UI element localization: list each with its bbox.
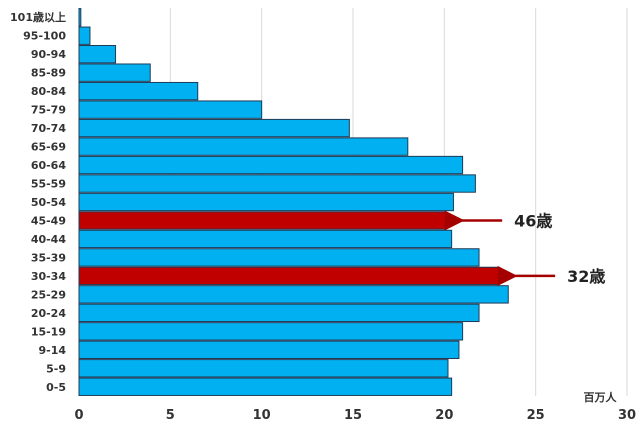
category-label-80-84: 80-84 xyxy=(31,85,67,98)
bar-9-14 xyxy=(78,340,460,359)
bar-70-74 xyxy=(78,118,350,138)
bar-20-24 xyxy=(78,303,480,323)
category-label-90-94: 90-94 xyxy=(31,48,67,61)
bar-65-69 xyxy=(78,137,409,156)
x-unit-label: 百万人 xyxy=(584,390,618,404)
bar-90-94 xyxy=(78,45,117,64)
category-label-75-79: 75-79 xyxy=(31,104,66,117)
category-labels: 101歳以上 95-100 90-94 85-89 80-84 75-79 70-74 65-… xyxy=(10,10,66,394)
annotations: 46歳 32歳 xyxy=(444,210,605,286)
x-tick-30: 30 xyxy=(618,408,636,423)
x-tick-5: 5 xyxy=(166,408,175,423)
bar-5-9 xyxy=(78,359,449,378)
category-label-55-59: 55-59 xyxy=(31,178,66,191)
bar-40-44 xyxy=(78,229,453,249)
category-label-40-44: 40-44 xyxy=(31,233,67,246)
annotation-label-30-34: 32歳 xyxy=(567,267,605,286)
category-label-85-89: 85-89 xyxy=(31,67,66,80)
category-label-0-5: 0-5 xyxy=(46,381,66,394)
category-label-15-19: 15-19 xyxy=(31,325,66,338)
category-label-9-14: 9-14 xyxy=(38,344,66,357)
x-tick-labels: 0 5 10 15 20 25 30 xyxy=(74,408,636,423)
highlight-bar-45-49 xyxy=(78,211,447,230)
category-label-60-64: 60-64 xyxy=(31,159,67,172)
category-label-95-100: 95-100 xyxy=(23,30,66,43)
category-label-101: 101歳以上 xyxy=(10,10,66,24)
category-label-45-49: 45-49 xyxy=(31,214,66,227)
category-label-25-29: 25-29 xyxy=(31,288,66,301)
x-tick-15: 15 xyxy=(344,408,362,423)
bar-0-5 xyxy=(78,377,453,396)
category-label-65-69: 65-69 xyxy=(31,141,66,154)
bars xyxy=(78,8,509,396)
category-label-20-24: 20-24 xyxy=(31,307,67,320)
bar-80-84 xyxy=(78,81,199,101)
bar-60-64 xyxy=(78,155,464,175)
category-label-5-9: 5-9 xyxy=(46,362,66,375)
bar-95-100 xyxy=(78,26,91,45)
bar-50-54 xyxy=(78,192,454,212)
bar-25-29 xyxy=(78,285,509,304)
bar-85-89 xyxy=(78,63,151,82)
annotation-label-45-49: 46歳 xyxy=(514,211,552,230)
bar-35-39 xyxy=(78,248,480,267)
x-tick-10: 10 xyxy=(253,408,271,423)
category-label-30-34: 30-34 xyxy=(31,270,67,283)
category-label-70-74: 70-74 xyxy=(31,122,67,135)
x-tick-0: 0 xyxy=(74,408,83,423)
x-tick-25: 25 xyxy=(527,408,545,423)
category-label-35-39: 35-39 xyxy=(31,251,66,264)
bar-75-79 xyxy=(78,100,263,119)
highlight-bar-30-34 xyxy=(78,266,500,286)
x-tick-20: 20 xyxy=(435,408,453,423)
bar-15-19 xyxy=(78,322,464,341)
bar-55-59 xyxy=(78,174,476,193)
category-label-50-54: 50-54 xyxy=(31,196,67,209)
